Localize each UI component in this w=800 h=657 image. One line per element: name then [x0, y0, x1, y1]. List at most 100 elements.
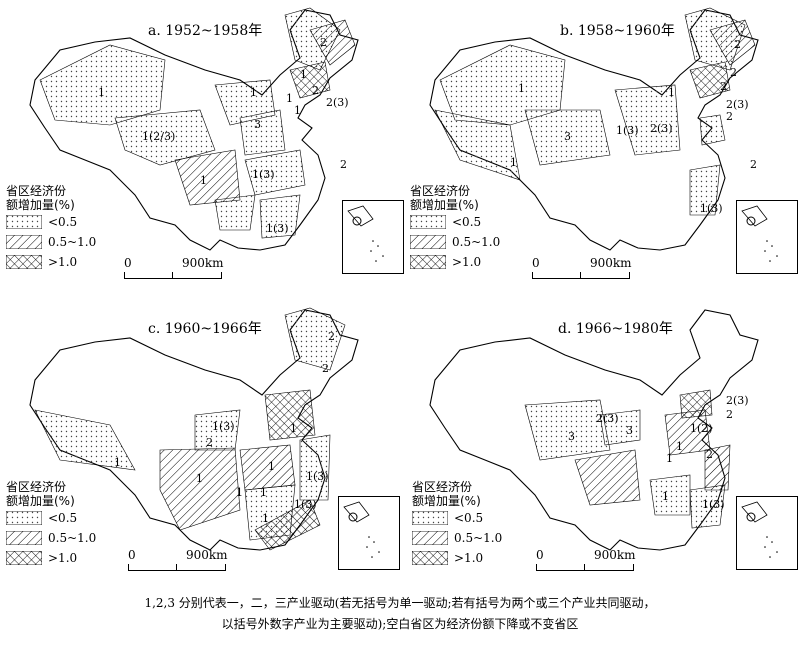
- region-label: 1(3): [700, 202, 723, 215]
- region-label: 1(3): [616, 124, 639, 137]
- legend-label: >1.0: [454, 551, 484, 565]
- region-label: 3: [564, 130, 571, 143]
- region-label: 1: [294, 104, 301, 117]
- map-panel-b: b. 1958~1960年 2 2 1 1 2 2(3) 2 1(3) 2(3)…: [400, 0, 800, 295]
- region-label: 1: [290, 422, 297, 435]
- scale-start: 0: [124, 256, 132, 270]
- region-label: 1: [260, 486, 267, 499]
- caption-line-1: 1,2,3 分别代表一，二，三产业驱动(若无括号为单一驱动;若有括号为两个或三个…: [144, 596, 656, 610]
- region-label: 2: [750, 158, 757, 171]
- dots-swatch: [412, 511, 448, 525]
- region-label: 1(3): [306, 470, 329, 483]
- region-label: 2: [320, 36, 327, 49]
- crosshatch-swatch: [6, 551, 42, 565]
- legend-label: 0.5~1.0: [48, 531, 97, 545]
- region-label: 1: [250, 86, 257, 99]
- region-label: 3: [254, 118, 261, 131]
- legend-label: 0.5~1.0: [48, 235, 97, 249]
- region-label: 1: [236, 486, 243, 499]
- dots-swatch: [6, 215, 42, 229]
- region-label: 2: [706, 448, 713, 461]
- legend-label: >1.0: [48, 551, 78, 565]
- region-label: 2: [206, 436, 213, 449]
- legend-title-2: 额增加量(%): [410, 198, 479, 212]
- legend-title-1: 省区经济份: [410, 184, 471, 198]
- region-label: 1(3): [294, 498, 317, 511]
- china-map-b: [429, 7, 759, 251]
- south-china-sea-inset: [736, 200, 798, 274]
- legend-label: <0.5: [48, 215, 78, 229]
- china-map-a: [29, 7, 359, 251]
- legend-label: 0.5~1.0: [452, 235, 501, 249]
- region-label: 2: [312, 84, 319, 97]
- scale-bar: 0 900km: [124, 256, 254, 282]
- region-label: 1(3): [252, 168, 275, 181]
- south-china-sea-inset: [736, 496, 798, 570]
- legend-title-2: 额增加量(%): [6, 494, 75, 508]
- hatch-swatch: [6, 235, 42, 249]
- region-label: 1: [262, 512, 269, 525]
- scale-end: 900km: [594, 548, 636, 562]
- region-label: 3: [626, 424, 633, 437]
- dots-swatch: [410, 215, 446, 229]
- legend: 省区经济份 额增加量(%) <0.5 0.5~1.0 >1.0: [410, 184, 500, 272]
- scale-bar: 0 900km: [128, 548, 258, 574]
- legend-label: <0.5: [48, 511, 78, 525]
- crosshatch-swatch: [412, 551, 448, 565]
- region-label: 1: [518, 82, 525, 95]
- hatch-swatch: [410, 235, 446, 249]
- scale-bar: 0 900km: [532, 256, 662, 282]
- legend-title-1: 省区经济份: [6, 480, 67, 494]
- region-label: 2: [322, 362, 329, 375]
- region-label: 2: [726, 408, 733, 421]
- region-label: 2: [726, 110, 733, 123]
- south-china-sea-inset: [342, 200, 404, 274]
- scale-end: 900km: [590, 256, 632, 270]
- legend-label: >1.0: [452, 255, 482, 269]
- panel-title: d. 1966~1980年: [558, 321, 673, 337]
- scale-bar: 0 900km: [536, 548, 666, 574]
- map-panel-d: d. 1966~1980年 2(3) 2 2(3) 3 1(2) 1 3 1 2…: [400, 300, 800, 595]
- legend-title-1: 省区经济份: [412, 480, 473, 494]
- scale-start: 0: [536, 548, 544, 562]
- caption-line-2: 以括号外数字产业为主要驱动);空白省区为经济份额下降或不变省区: [221, 617, 579, 631]
- region-label: 1: [286, 92, 293, 105]
- region-label: 1(3): [212, 420, 235, 433]
- region-label: 1: [668, 86, 675, 99]
- map-panel-c: c. 1960~1966年 2 2 1(3) 2 1 1 1 1(3) 1 1 …: [0, 300, 400, 595]
- legend-title-2: 额增加量(%): [6, 198, 75, 212]
- panel-title: c. 1960~1966年: [148, 321, 262, 337]
- legend-title-2: 额增加量(%): [412, 494, 481, 508]
- crosshatch-swatch: [6, 255, 42, 269]
- region-label: 1: [200, 174, 207, 187]
- region-label: 1: [666, 452, 673, 465]
- scale-end: 900km: [186, 548, 228, 562]
- region-label: 1(2/3): [142, 130, 176, 143]
- legend-title-1: 省区经济份: [6, 184, 67, 198]
- south-china-sea-inset: [338, 496, 400, 570]
- china-map-d: [429, 309, 759, 551]
- region-label: 1(3): [702, 498, 725, 511]
- legend: 省区经济份 额增加量(%) <0.5 0.5~1.0 >1.0: [6, 480, 96, 568]
- legend-label: 0.5~1.0: [454, 531, 503, 545]
- scale-start: 0: [128, 548, 136, 562]
- region-label: 2(3): [326, 96, 349, 109]
- region-label: 1: [114, 456, 121, 469]
- legend: 省区经济份 额增加量(%) <0.5 0.5~1.0 >1.0: [6, 184, 96, 272]
- region-label: 2: [340, 158, 347, 171]
- region-label: 2(3): [726, 98, 749, 111]
- region-label: 1(2): [690, 422, 713, 435]
- region-label: 1: [196, 472, 203, 485]
- region-label: 2: [734, 38, 741, 51]
- region-label: 1: [300, 68, 307, 81]
- hatch-swatch: [6, 531, 42, 545]
- crosshatch-swatch: [410, 255, 446, 269]
- region-label: 1: [510, 156, 517, 169]
- map-panel-a: a. 1952~1958年 2 1 1 1 2 3 1(2/3) 2(3) 1 …: [0, 0, 404, 295]
- region-label: 1: [98, 86, 105, 99]
- region-label: 1: [676, 440, 683, 453]
- legend: 省区经济份 额增加量(%) <0.5 0.5~1.0 >1.0: [412, 480, 502, 568]
- region-label: 2: [720, 80, 727, 93]
- hatch-swatch: [412, 531, 448, 545]
- region-label: 2: [328, 330, 335, 343]
